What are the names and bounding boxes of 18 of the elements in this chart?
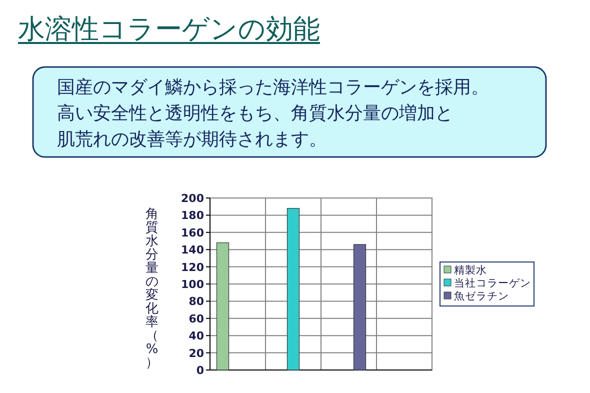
y-tick-label: 140 (181, 244, 204, 257)
y-tick-label: 100 (181, 278, 204, 291)
legend-label: 魚ゼラチン (454, 290, 509, 302)
subtitle: 国産のマダイ鱗から採った海洋性コラーゲンを採用。 (57, 77, 489, 98)
y-tick-label: 40 (188, 330, 204, 343)
y-tick-label: 120 (181, 260, 204, 274)
ylabel: 角質水分量の変化率（%） (146, 207, 158, 370)
y-tick-label: 60 (188, 312, 204, 326)
y-tick-label: 80 (188, 295, 204, 308)
annotation: 高い安全性と透明性をもち、角質水分量の増加と肌荒れの改善等が期待されます。 (57, 103, 453, 150)
title: 水溶性コラーゲンの効能 (18, 14, 320, 45)
legend-label: 精製水 (454, 264, 487, 276)
y-tick-label: 200 (181, 192, 204, 205)
y-tick-label: 20 (188, 346, 204, 360)
y-tick-label: 160 (181, 226, 204, 240)
y-tick-label: 0 (196, 364, 204, 377)
y-tick-label: 180 (181, 209, 204, 222)
legend-label: 当社コラーゲン (454, 276, 531, 290)
